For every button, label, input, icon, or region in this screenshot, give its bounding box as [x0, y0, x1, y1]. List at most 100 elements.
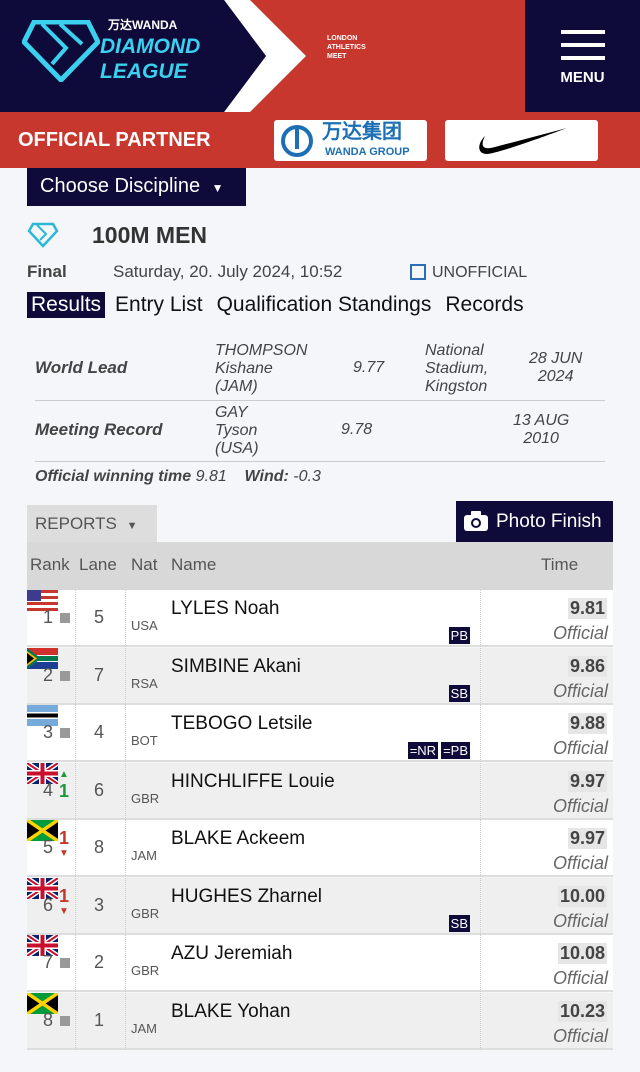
table-row[interactable]: 7 2 GBR AZU Jeremiah 10.08 Official: [25, 932, 613, 992]
rank: 2: [43, 664, 54, 685]
tab-results[interactable]: Results: [27, 292, 106, 318]
tab-bar: Results Entry List Qualification Standin…: [27, 292, 528, 318]
athlete-name[interactable]: HUGHES Zharnel: [171, 885, 322, 907]
lane: 1: [94, 1009, 105, 1030]
flag-rsa-icon: [27, 647, 58, 669]
record-badge: =NR: [407, 742, 439, 759]
photo-finish-button[interactable]: Photo Finish: [456, 501, 613, 542]
results-table-header: Rank Lane Nat Name Time: [27, 542, 613, 590]
record-world-lead: World Lead THOMPSON Kishane (JAM) 9.77 Nat…: [35, 342, 583, 395]
wanda-group-logo[interactable]: 万达集团 WANDA GROUP: [274, 120, 427, 161]
meet-logo: LONDON ATHLETICS MEET: [327, 35, 366, 60]
result-time: 9.86: [567, 655, 607, 677]
result-status: Official: [552, 968, 608, 988]
no-change-icon: [60, 728, 70, 738]
table-row[interactable]: 1 5 USA LYLES Noah PB 9.81 Official: [27, 590, 613, 647]
lane: 3: [94, 894, 105, 915]
hamburger-icon: [560, 30, 605, 34]
partner-bar: OFFICIAL PARTNER 万达集团 WANDA GROUP: [0, 112, 640, 168]
result-time: 9.88: [567, 713, 607, 734]
caret-down-icon: ▼: [126, 520, 138, 532]
record-badge: SB: [448, 914, 470, 932]
event-datetime: Saturday, 20. July 2024, 10:52: [113, 262, 343, 281]
nationality: GBR: [131, 963, 160, 978]
arrow-down-icon: ▼: [59, 905, 69, 917]
no-change-icon: [60, 958, 70, 968]
record-badge: =PB: [441, 742, 470, 759]
nationality: BOT: [131, 733, 158, 748]
result-status: Official: [552, 853, 608, 873]
result-time: 9.97: [567, 828, 607, 849]
nationality: JAM: [131, 848, 157, 863]
brand-area[interactable]: 万达WANDA DIAMOND LEAGUE: [0, 0, 250, 112]
result-time: 10.00: [557, 885, 607, 907]
nationality: GBR: [131, 905, 160, 921]
table-row[interactable]: 3 4 BOT TEBOGO Letsile =NR =PB 9.88 Offic…: [27, 705, 613, 762]
flag-usa-icon: [27, 590, 58, 611]
rank-up-indicator: ▲ 1: [59, 768, 70, 801]
choose-discipline-dropdown[interactable]: Choose Discipline ▼: [27, 168, 246, 206]
record-badge: SB: [448, 684, 470, 702]
result-status: Official: [552, 623, 608, 643]
brand-top: 万达WANDA: [108, 18, 178, 32]
rank-down-indicator: 1 ▼: [59, 828, 70, 859]
rank: 8: [43, 1009, 54, 1030]
flag-gbr-icon: [25, 760, 60, 786]
brand-name: DIAMOND LEAGUE: [100, 35, 201, 83]
result-status: Official: [552, 910, 608, 931]
athlete-name[interactable]: SIMBINE Akani: [171, 655, 301, 677]
nationality: USA: [131, 618, 158, 633]
flag-jam-icon: [26, 991, 59, 1015]
nike-logo[interactable]: [445, 120, 598, 161]
athlete-name[interactable]: BLAKE Yohan: [171, 1000, 291, 1022]
wanda-icon: [281, 125, 313, 157]
diamond-logo-icon: [22, 20, 100, 82]
result-time: 10.08: [557, 943, 607, 964]
table-row[interactable]: 4 ▲ 1 6 GBR HINCHLIFFE Louie 9.97 Official: [25, 760, 613, 820]
table-row[interactable]: 6 1 ▼ 3 GBR HUGHES Zharnel SB 10.00 Offici…: [25, 875, 613, 935]
nationality: JAM: [131, 1020, 157, 1036]
tab-entry-list[interactable]: Entry List: [115, 293, 203, 316]
reports-dropdown[interactable]: REPORTS ▼: [27, 505, 157, 542]
table-row[interactable]: 5 1 ▼ 8 JAM BLAKE Ackeem 9.97 Official: [26, 818, 613, 877]
nationality: GBR: [131, 790, 160, 806]
lane: 5: [94, 607, 105, 627]
lane: 8: [94, 837, 105, 857]
record-meeting-record: Meeting Record GAY Tyson (USA) 9.78 13 AUG…: [35, 404, 570, 457]
lane: 6: [94, 779, 105, 800]
nationality: RSA: [131, 675, 158, 691]
arrow-down-icon: ▼: [59, 848, 69, 859]
no-change-icon: [60, 613, 70, 623]
record-badge: PB: [448, 627, 470, 644]
round: Final: [27, 262, 67, 281]
athlete-name[interactable]: HINCHLIFFE Louie: [171, 770, 335, 792]
diamond-icon: [27, 222, 59, 248]
result-time: 9.81: [567, 598, 607, 619]
camera-icon: [464, 511, 488, 531]
athlete-name[interactable]: BLAKE Ackeem: [171, 828, 306, 849]
flag-gbr-icon: [25, 932, 60, 959]
event-title: 100M MEN: [92, 222, 208, 248]
tab-records[interactable]: Records: [445, 293, 524, 316]
lane: 7: [94, 664, 105, 685]
result-status: Official: [552, 680, 608, 701]
site-header: 万达WANDA DIAMOND LEAGUE LONDON ATHLETICS MEE…: [0, 0, 640, 112]
flag-jam-icon: [26, 818, 59, 843]
result-status: Official: [552, 738, 608, 758]
rank: 6: [43, 894, 54, 915]
tab-qualification-standings[interactable]: Qualification Standings: [216, 293, 432, 316]
table-row[interactable]: 2 7 RSA SIMBINE Akani SB 9.86 Official: [27, 647, 613, 705]
flag-gbr-icon: [25, 875, 60, 901]
athlete-name[interactable]: LYLES Noah: [171, 598, 280, 619]
rank: 4: [43, 779, 54, 800]
flag-bot-icon: [27, 705, 58, 726]
menu-button[interactable]: MENU: [525, 0, 640, 112]
athlete-name[interactable]: TEBOGO Letsile: [171, 713, 313, 734]
chevron-divider: [210, 0, 306, 112]
nike-swoosh-icon: [479, 128, 567, 154]
no-change-icon: [60, 1015, 70, 1026]
athlete-name[interactable]: AZU Jeremiah: [171, 943, 293, 964]
rank: 5: [43, 837, 54, 857]
caret-down-icon: ▼: [211, 181, 224, 195]
table-row[interactable]: 8 1 JAM BLAKE Yohan 10.23 Official: [26, 991, 613, 1050]
